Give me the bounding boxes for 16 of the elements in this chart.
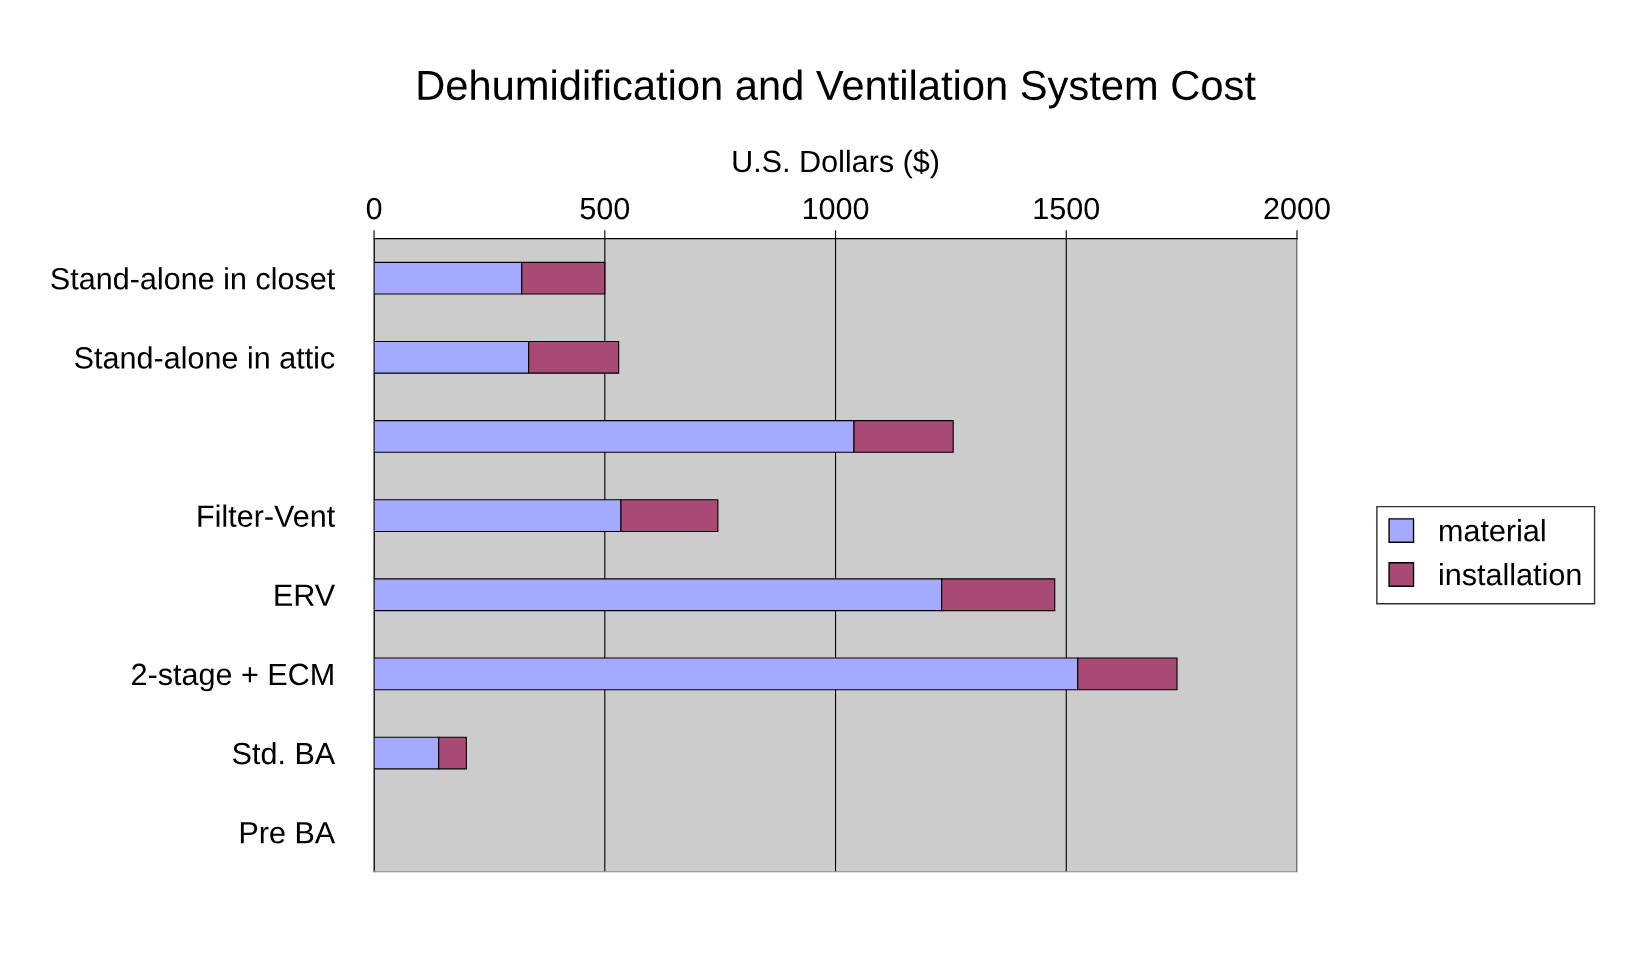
- y-tick-label: 2-stage + ECM: [132, 663, 333, 692]
- legend-label: material: [1440, 519, 1545, 542]
- y-tick-label: Std. BA: [232, 741, 336, 765]
- y-tick-label: Stand-alone in closet: [51, 267, 335, 290]
- x-tick-label: 0: [366, 197, 382, 220]
- x-axis-title: U.S. Dollars ($): [733, 149, 939, 179]
- x-tick-label: 500: [580, 197, 630, 220]
- y-tick-label: Pre BA: [240, 822, 336, 844]
- chart-title: Dehumidification and Ventilation System Cost: [418, 69, 1256, 109]
- x-tick-label: 2000: [1264, 197, 1330, 220]
- x-tick-label: 1500: [1034, 197, 1100, 220]
- y-tick-label: ERV: [275, 584, 336, 606]
- y-tick-label: Stand-alone in attic: [75, 346, 335, 369]
- x-tick-label: 1000: [803, 197, 869, 220]
- legend-label: installation: [1440, 562, 1581, 586]
- y-tick-label: Filter-Vent: [198, 504, 335, 527]
